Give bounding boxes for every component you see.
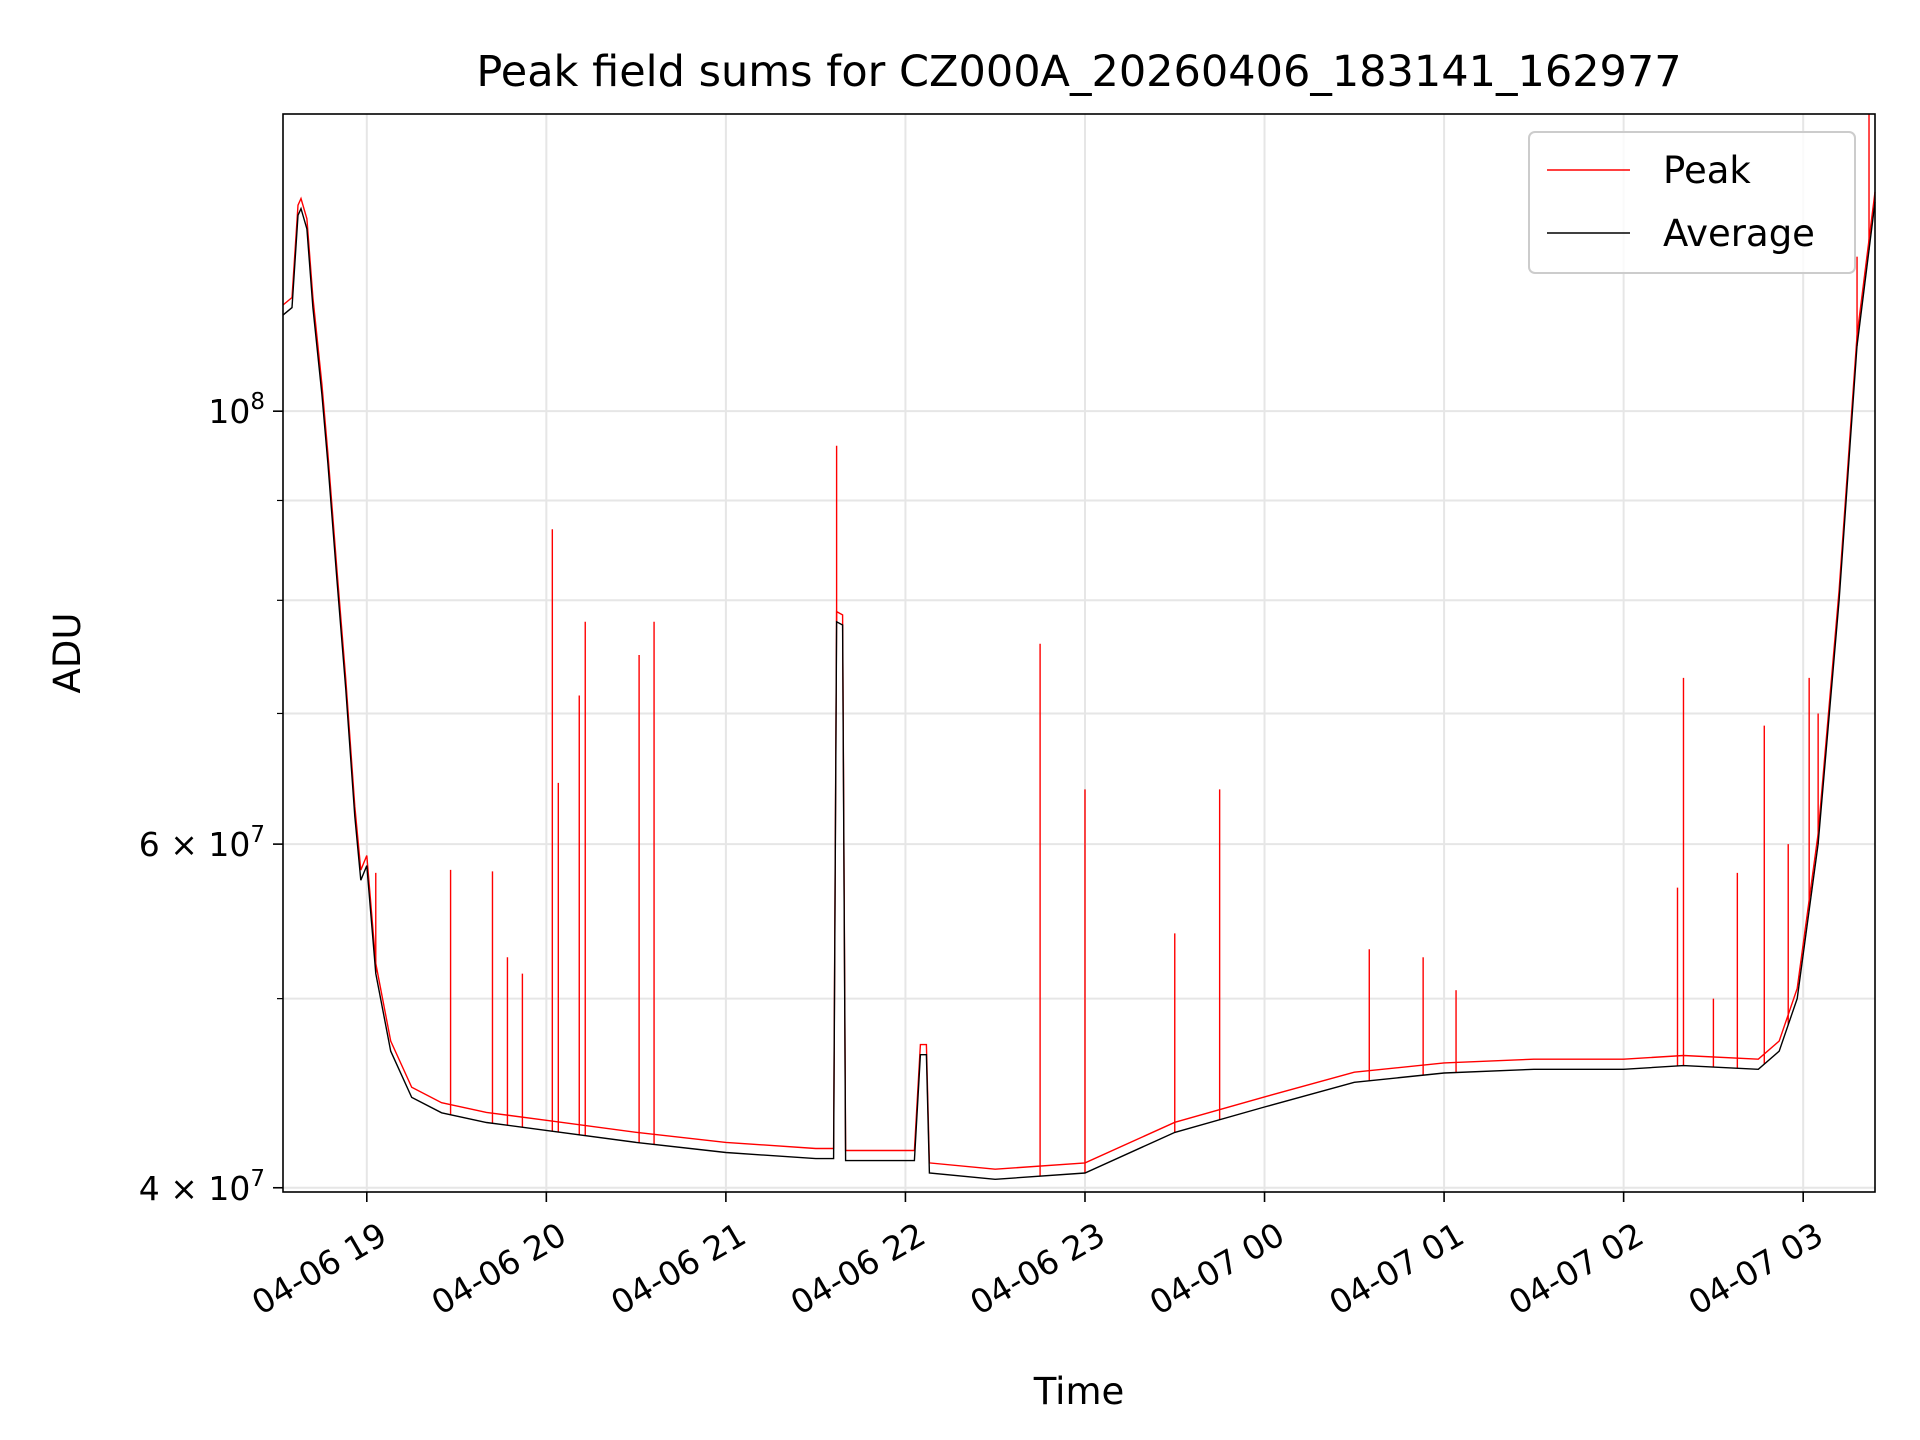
- legend-box: [1528, 131, 1856, 274]
- grid-lines: [283, 114, 1875, 1192]
- y-tick-label: 4 × 107: [139, 1166, 265, 1208]
- chart-title: Peak field sums for CZ000A_20260406_1831…: [476, 47, 1681, 97]
- y-axis-label: ADU: [46, 613, 89, 694]
- y-tick-label: 108: [208, 389, 265, 431]
- legend-label-peak: Peak: [1663, 149, 1751, 192]
- average-series-line: [282, 201, 1876, 1181]
- x-axis-label: Time: [1033, 1370, 1125, 1413]
- y-tick-label: 6 × 107: [139, 822, 265, 864]
- legend: Peak Average: [1528, 131, 1856, 274]
- legend-label-average: Average: [1663, 212, 1815, 255]
- plot-series: [282, 114, 1876, 1181]
- plot-frame: [282, 113, 1876, 1193]
